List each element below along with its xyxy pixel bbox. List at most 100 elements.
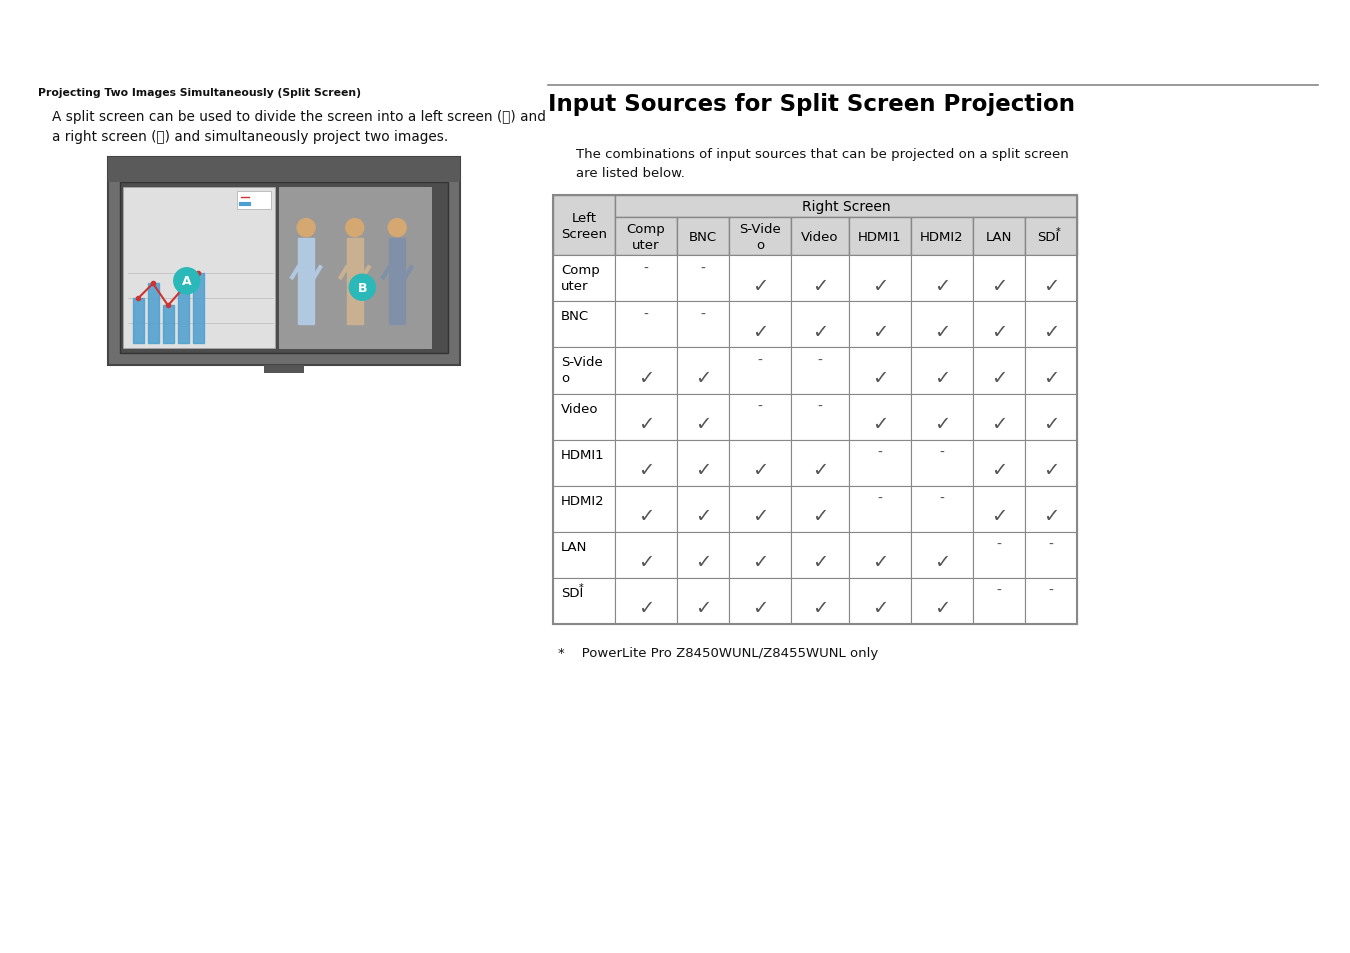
Bar [729,486,791,532]
Text: -: - [757,354,763,367]
Text: ✓: ✓ [1042,322,1060,341]
Text: ✓: ✓ [637,598,655,618]
Text: ✓: ✓ [637,460,655,479]
Circle shape [389,219,406,237]
Bar [911,348,973,395]
Text: ✓: ✓ [752,322,768,341]
Bar [791,440,849,486]
Text: *    PowerLite Pro Z8450WUNL/Z8455WUNL only: * PowerLite Pro Z8450WUNL/Z8455WUNL only [558,646,879,659]
Bar [973,486,1025,532]
Text: ✓: ✓ [695,506,711,525]
Text: ✓: ✓ [1042,415,1060,434]
Bar [554,532,616,578]
Text: -: - [878,445,883,459]
Text: ✓: ✓ [637,369,655,388]
Text: HDMI1: HDMI1 [562,448,605,461]
Text: The combinations of input sources that can be projected on a split screen
are li: The combinations of input sources that c… [576,148,1069,179]
Text: B: B [358,281,367,294]
Bar [729,348,791,395]
Bar [616,196,1077,218]
Bar [676,486,729,532]
Bar [616,256,676,302]
Bar [973,578,1025,624]
Text: -: - [996,583,1002,597]
Bar [849,302,911,348]
Bar [791,395,849,440]
Bar [911,218,973,256]
Text: ✓: ✓ [991,506,1007,525]
Bar [973,256,1025,302]
Text: Comp
uter: Comp uter [626,223,666,252]
Text: ✓: ✓ [695,460,711,479]
Bar [554,578,616,624]
Circle shape [346,219,363,237]
Circle shape [174,269,200,294]
Text: a right screen (Ⓑ) and simultaneously project two images.: a right screen (Ⓑ) and simultaneously pr… [53,131,448,144]
Text: -: - [818,354,822,367]
Text: ✓: ✓ [1042,369,1060,388]
Bar [729,218,791,256]
Text: S-Vide
o: S-Vide o [740,223,780,252]
Bar [1025,532,1077,578]
Bar [134,299,144,344]
Text: 35: 35 [1289,27,1322,51]
Text: -: - [1049,583,1053,597]
Text: ✓: ✓ [811,506,828,525]
Text: ✓: ✓ [695,553,711,572]
Bar [791,218,849,256]
Bar [1025,486,1077,532]
Bar [554,395,616,440]
Bar [554,302,616,348]
Text: ✓: ✓ [991,460,1007,479]
Text: ✓: ✓ [872,598,888,618]
Text: ✓: ✓ [991,322,1007,341]
Bar [676,395,729,440]
Bar [911,256,973,302]
Bar [265,366,304,375]
Text: A: A [182,275,192,288]
Text: LAN: LAN [986,231,1012,244]
Bar [616,218,676,256]
Bar [911,532,973,578]
Text: -: - [996,537,1002,551]
Bar [554,196,616,256]
Bar [1025,395,1077,440]
Bar [791,578,849,624]
Bar [108,158,460,366]
Text: *: * [1056,227,1060,237]
Bar [676,440,729,486]
Bar [849,218,911,256]
Bar [676,578,729,624]
Bar [616,578,676,624]
Bar [729,302,791,348]
Circle shape [297,219,315,237]
Bar [554,196,1077,624]
Text: Video: Video [802,231,838,244]
Text: HDMI2: HDMI2 [921,231,964,244]
Circle shape [350,274,375,301]
Bar [849,395,911,440]
Text: -: - [818,399,822,413]
Bar [911,578,973,624]
Bar [120,183,448,355]
Bar [616,395,676,440]
Bar [791,532,849,578]
Text: -: - [701,261,706,275]
Bar [298,238,315,325]
Bar [973,302,1025,348]
Text: -: - [701,307,706,321]
Text: Projecting Two Images Simultaneously (Split Screen): Projecting Two Images Simultaneously (Sp… [38,88,360,98]
Bar [148,284,159,344]
Text: ✓: ✓ [811,276,828,295]
Bar [676,532,729,578]
Text: Left
Screen: Left Screen [562,212,608,240]
Text: ✓: ✓ [934,322,950,341]
Bar [791,486,849,532]
Bar [347,238,363,325]
Bar [1025,440,1077,486]
Bar [123,188,275,349]
Text: ✓: ✓ [811,460,828,479]
Bar [791,348,849,395]
Text: -: - [1049,537,1053,551]
Bar [236,193,271,210]
